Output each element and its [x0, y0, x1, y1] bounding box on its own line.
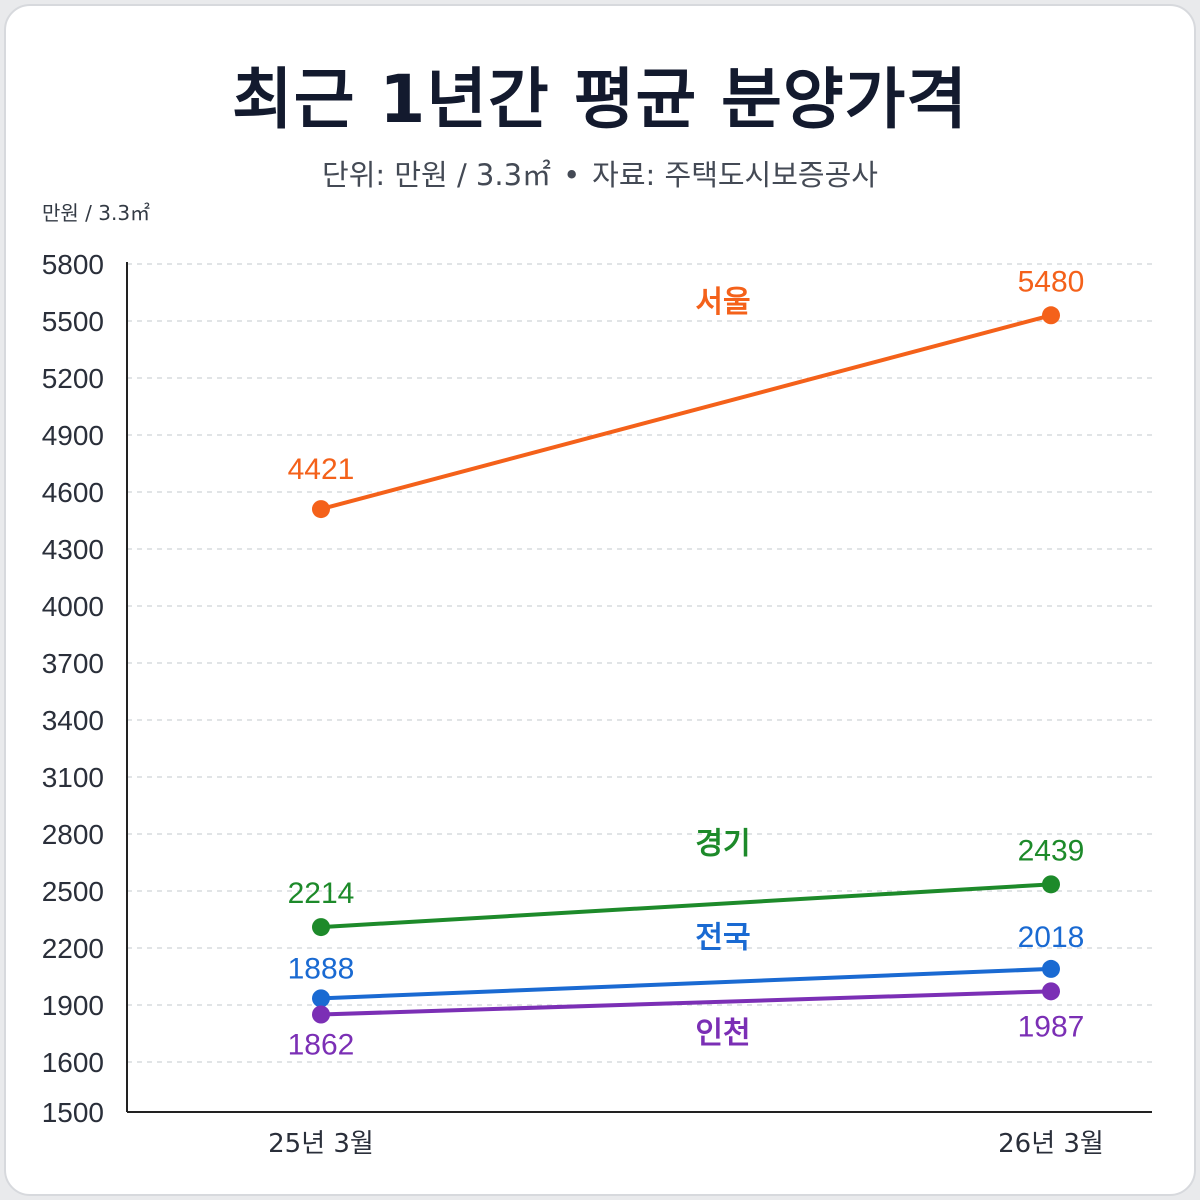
y-tick-label: 5800	[42, 249, 104, 280]
data-point	[312, 989, 330, 1008]
y-tick-label: 1900	[42, 990, 104, 1021]
data-point	[1042, 982, 1060, 1001]
subtitle-unit: 단위: 만원 / 3.3㎡	[322, 158, 552, 192]
data-point	[312, 918, 330, 937]
y-tick-label: 2200	[42, 933, 104, 964]
data-label: 2439	[1018, 834, 1085, 867]
chart-subtitle: 단위: 만원 / 3.3㎡ • 자료: 주택도시보증공사	[6, 152, 1194, 194]
data-label: 1862	[288, 1029, 355, 1062]
series-label: 서울	[695, 285, 750, 320]
y-tick-label: 2800	[42, 819, 104, 850]
y-axis-title: 만원 / 3.3㎡	[42, 201, 150, 225]
y-tick-label: 4900	[42, 420, 104, 451]
y-tick-label: 4300	[42, 534, 104, 565]
series-label: 전국	[695, 921, 750, 956]
data-label: 2214	[288, 877, 355, 910]
y-tick-label: 3100	[42, 762, 104, 793]
x-tick-label: 25년 3월	[268, 1129, 374, 1159]
y-tick-label: 5500	[42, 306, 104, 337]
data-label: 1888	[288, 952, 355, 985]
y-tick-label: 1600	[42, 1047, 104, 1078]
data-point	[1042, 959, 1060, 978]
y-tick-label: 1500	[42, 1097, 104, 1128]
y-tick-label: 4000	[42, 591, 104, 622]
data-point	[312, 500, 330, 519]
data-label: 1987	[1018, 1010, 1085, 1043]
series-line-전국	[320, 966, 1052, 1001]
data-point	[1042, 875, 1060, 894]
series-line-경기	[320, 882, 1052, 930]
series-line-인천	[320, 989, 1052, 1017]
data-label: 2018	[1018, 921, 1085, 954]
data-point	[312, 1005, 330, 1024]
subtitle-source: 자료: 주택도시보증공사	[592, 158, 878, 192]
series-line-서울	[320, 313, 1052, 512]
x-tick-label: 26년 3월	[998, 1129, 1104, 1159]
subtitle-separator: •	[563, 158, 581, 192]
data-point	[1042, 306, 1060, 325]
y-tick-label: 5200	[42, 363, 104, 394]
chart-title: 최근 1년간 평균 분양가격	[231, 61, 969, 138]
y-tick-label: 3400	[42, 705, 104, 736]
data-label: 4421	[288, 453, 355, 486]
y-tick-label: 3700	[42, 648, 104, 679]
data-label: 5480	[1018, 265, 1085, 298]
y-tick-label: 2500	[42, 876, 104, 907]
series-label: 인천	[695, 1016, 750, 1051]
series-label: 경기	[695, 827, 750, 862]
y-tick-label: 4600	[42, 477, 104, 508]
chart-card: 최근 1년간 평균 분양가격 단위: 만원 / 3.3㎡ • 자료: 주택도시보증공…	[4, 4, 1196, 1196]
